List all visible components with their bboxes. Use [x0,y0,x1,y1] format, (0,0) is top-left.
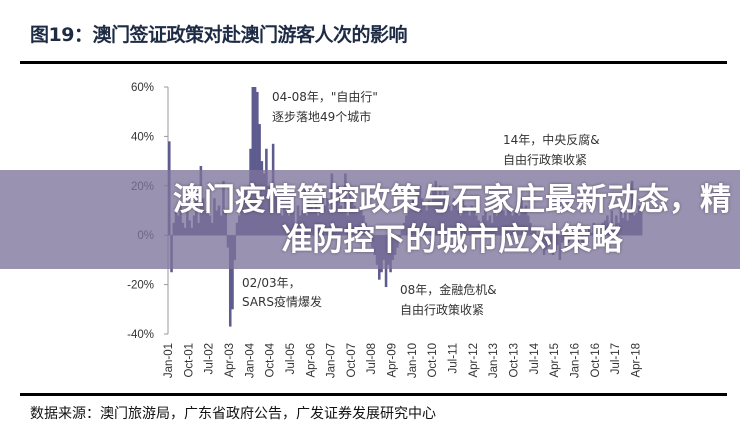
x-tick-label: Jul-11 [448,343,460,373]
x-tick-label: Jan-07 [326,343,338,378]
x-tick-label: Oct-04 [265,342,277,377]
annotation-sars-line2: SARS疫情爆发 [242,294,322,309]
x-tick-label: Apr-06 [305,343,317,378]
x-tick-label: Oct-13 [508,343,520,378]
headline-banner: 澳门疫情管控政策与石家庄最新动态，精准防控下的城市应对策略 [0,170,740,269]
bar [251,87,255,236]
x-tick-label: Jan-10 [407,343,419,378]
y-tick-label: 40% [131,131,154,143]
y-tick-label: -40% [127,329,154,341]
bottom-rule [20,393,727,396]
x-tick-label: Jul-08 [366,343,378,374]
annotation-14-line2: 自由行政策收紧 [503,153,587,167]
x-tick-label: Apr-12 [468,343,480,378]
x-tick-label: Jan-16 [569,343,581,378]
x-tick-label: Apr-09 [387,343,399,378]
bar [256,91,259,236]
annotation-08-line1: 08年，金融危机& [400,282,497,297]
y-tick-label: 60% [131,82,154,94]
x-tick-label: Oct-16 [590,343,602,378]
x-tick-label: Jul-14 [529,342,541,374]
figure-title: 图19：澳门签证政策对赴澳门游客人次的影响 [30,24,407,46]
annotation-04-08-line2: 逐步落地49个城市 [272,109,371,124]
x-tick-label: Apr-03 [224,343,236,378]
top-rule [20,61,727,64]
x-tick-label: Jul-05 [285,343,297,374]
bar [253,87,257,236]
annotation-14-line1: 14年，中央反腐& [503,132,600,147]
x-tick-label: Oct-10 [427,343,439,378]
x-tick-label: Jan-04 [244,342,256,378]
annotation-sars-line1: 02/03年， [242,276,301,290]
x-tick-label: Jul-17 [610,343,622,374]
x-tick-label: Apr-18 [630,343,642,378]
x-tick-label: Apr-15 [549,343,561,378]
x-tick-label: Jan-13 [488,343,500,378]
annotation-04-08-line1: 04-08年，"自由行" [272,90,378,104]
x-tick-label: Oct-01 [183,343,195,378]
annotation-08-line2: 自由行政策收紧 [400,303,484,317]
source-note: 数据来源：澳门旅游局，广东省政府公告，广发证券发展研究中心 [30,406,436,422]
bar [228,235,232,327]
y-tick-label: -20% [127,280,154,292]
x-tick-label: Jul-02 [204,343,216,374]
bar [231,235,234,310]
x-tick-label: Oct-07 [346,343,358,378]
headline-text[interactable]: 澳门疫情管控政策与石家庄最新动态，精准防控下的城市应对策略 [173,181,731,258]
x-tick-label: Jan-01 [163,343,175,378]
